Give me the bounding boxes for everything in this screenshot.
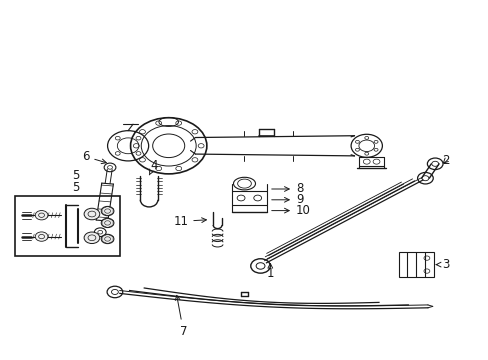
Circle shape: [84, 208, 100, 220]
Bar: [398, 252, 433, 277]
Text: 3: 3: [435, 258, 449, 271]
Text: 11: 11: [173, 215, 206, 228]
Text: 4: 4: [149, 159, 158, 175]
Text: 5: 5: [68, 169, 80, 192]
Circle shape: [101, 218, 114, 228]
Circle shape: [84, 232, 100, 244]
Text: 8: 8: [271, 183, 303, 195]
Text: 7: 7: [175, 296, 187, 338]
Text: 10: 10: [271, 204, 310, 217]
Bar: [15, 196, 120, 256]
Text: 9: 9: [271, 193, 303, 206]
Circle shape: [35, 232, 48, 241]
Text: 6: 6: [81, 150, 106, 164]
Text: 1: 1: [266, 264, 273, 280]
Circle shape: [101, 234, 114, 244]
Circle shape: [35, 211, 48, 220]
Circle shape: [101, 206, 114, 216]
Text: 2: 2: [442, 154, 449, 167]
Text: 5: 5: [72, 181, 79, 194]
